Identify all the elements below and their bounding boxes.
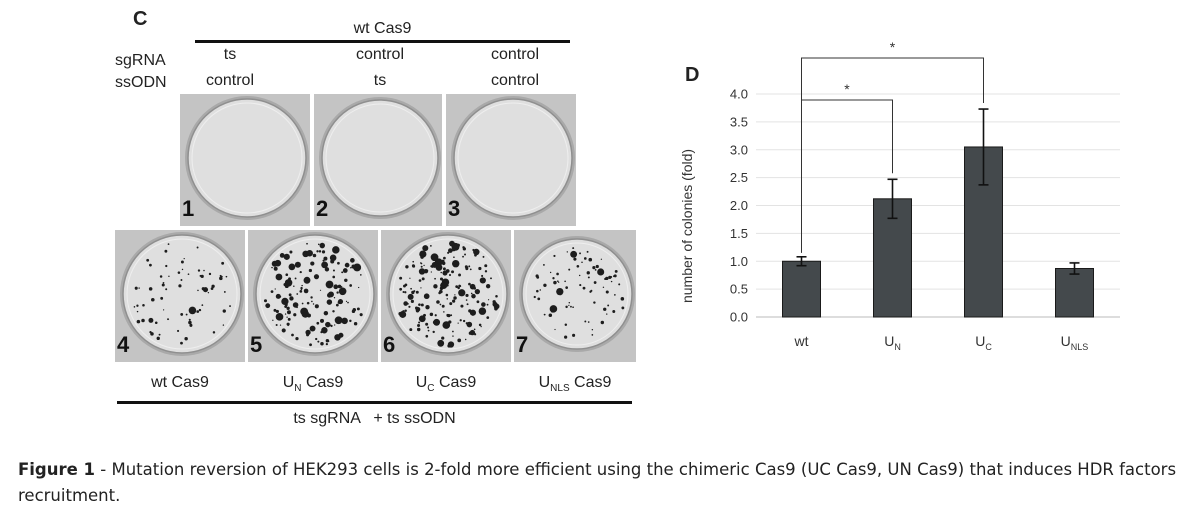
colony-bar-chart: 0.0 0.5 1.0 1.5 2.0 2.5 3.0 3.5 4.0 wt UN UC UNLS *… bbox=[679, 40, 1120, 352]
col1-ssodn: control bbox=[205, 72, 255, 89]
caption-text: - Mutation reversion of HEK293 cells is … bbox=[18, 460, 1177, 505]
plate-number-6: 6 bbox=[383, 332, 396, 357]
y-axis-label: number of colonies (fold) bbox=[679, 149, 695, 303]
x-tick-label-0: wt bbox=[794, 333, 809, 349]
bottom-label-un: UN Cas9 bbox=[282, 374, 344, 395]
y-tick-label: 0.5 bbox=[730, 282, 748, 297]
significance-star-1: * bbox=[890, 40, 896, 55]
bar-1 bbox=[873, 198, 912, 318]
x-tick-label-1: UN bbox=[884, 333, 901, 352]
bottom-label-wt: wt Cas9 bbox=[151, 374, 209, 391]
plate-number-1: 1 bbox=[182, 196, 195, 221]
bottom-label-unls: UNLS Cas9 bbox=[538, 374, 612, 395]
plate-image-3 bbox=[446, 94, 576, 226]
col2-ssodn: ts bbox=[373, 72, 387, 89]
row-label-ssodn: ssODN bbox=[115, 74, 167, 91]
col3-sgrna: control bbox=[490, 46, 540, 63]
plate-image-5 bbox=[248, 230, 378, 362]
col1-sgrna: ts bbox=[223, 46, 237, 63]
plate-number-4: 4 bbox=[117, 332, 130, 357]
error-bar-2 bbox=[978, 108, 989, 186]
significance-star-0: * bbox=[844, 81, 850, 97]
plate-image-7 bbox=[514, 230, 636, 362]
y-tick-label: 4.0 bbox=[730, 87, 748, 102]
plate-number-3: 3 bbox=[448, 196, 461, 221]
y-tick-label: 1.5 bbox=[730, 226, 748, 241]
plate-number-5: 5 bbox=[250, 332, 263, 357]
plate-image-6 bbox=[381, 230, 511, 362]
panel-c-footer: ts sgRNA + ts ssODN bbox=[293, 410, 456, 427]
col3-ssodn: control bbox=[490, 72, 540, 89]
plate-image-2 bbox=[314, 94, 442, 226]
panel-d-letter: D bbox=[685, 64, 700, 86]
error-bar-3 bbox=[1069, 262, 1080, 275]
plate-image-4 bbox=[115, 230, 245, 362]
bottom-label-uc: UC Cas9 bbox=[415, 374, 477, 395]
error-bar-1 bbox=[887, 178, 898, 220]
header-rule bbox=[195, 40, 570, 43]
significance-bracket-1: * bbox=[801, 40, 984, 253]
y-tick-label: 0.0 bbox=[730, 310, 748, 325]
plate-number-2: 2 bbox=[316, 196, 329, 221]
footer-rule bbox=[117, 401, 632, 404]
panel-c-header: wt Cas9 bbox=[353, 20, 412, 37]
y-tick-label: 2.5 bbox=[730, 170, 748, 185]
x-tick-label-2: UC bbox=[975, 333, 992, 352]
error-bar-0 bbox=[796, 255, 807, 267]
y-tick-label: 3.5 bbox=[730, 114, 748, 129]
plate-number-7: 7 bbox=[516, 332, 529, 357]
y-tick-label: 3.0 bbox=[730, 142, 748, 157]
x-tick-label-3: UNLS bbox=[1061, 333, 1089, 352]
bar-0 bbox=[782, 260, 821, 318]
plate-image-1 bbox=[180, 94, 310, 226]
y-tick-label: 2.0 bbox=[730, 198, 748, 213]
col2-sgrna: control bbox=[355, 46, 405, 63]
bar-3 bbox=[1055, 267, 1094, 318]
panel-c-letter: C bbox=[133, 8, 148, 30]
y-tick-label: 1.0 bbox=[730, 254, 748, 269]
figure-caption: Figure 1 - Mutation reversion of HEK293 … bbox=[18, 457, 1188, 509]
row-label-sgrna: sgRNA bbox=[115, 52, 166, 69]
caption-label: Figure 1 bbox=[18, 460, 96, 479]
